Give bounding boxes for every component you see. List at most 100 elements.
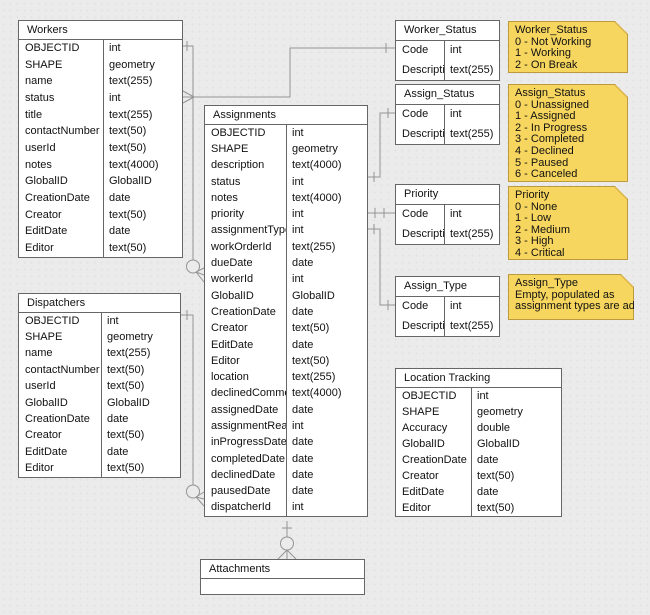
field-name: name: [25, 348, 53, 360]
field-type: int: [286, 418, 367, 435]
field-name: Code: [402, 45, 429, 57]
note-worker-status: Worker_Status 0 - Not Working 1 - Working…: [508, 21, 628, 73]
field-type: geometry: [471, 404, 561, 420]
field-name: description: [211, 160, 265, 172]
table-title: Assign_Type: [396, 277, 499, 297]
field-type: text(255): [444, 60, 499, 80]
field-row: EditDate date: [205, 336, 367, 354]
field-row: Description text(255): [396, 316, 499, 336]
note-title: Priority: [515, 189, 550, 201]
field-type: int: [101, 313, 180, 330]
field-type: int: [103, 90, 182, 107]
field-row: workOrderId text(255): [205, 239, 367, 256]
entity-table-attachments: Attachments: [200, 559, 365, 595]
note-line: 2 - Medium: [515, 223, 571, 236]
note-assign-status: Assign_Status 0 - Unassigned 1 - Assigned…: [508, 84, 628, 182]
field-type: date: [471, 484, 561, 500]
field-type: text(50): [101, 427, 180, 445]
table-title: Workers: [19, 21, 182, 40]
field-row: userId text(50): [19, 140, 182, 157]
field-row: OBJECTID int: [19, 40, 182, 57]
field-name: Editor: [211, 355, 240, 367]
note-line: 6 - Canceled: [515, 168, 578, 181]
field-type: geometry: [103, 56, 182, 74]
field-row: name text(255): [19, 345, 180, 363]
field-row: title text(255): [19, 106, 182, 124]
field-row: CreationDate date: [396, 452, 561, 468]
field-row: SHAPE geometry: [19, 329, 180, 346]
field-row: GlobalID GlobalID: [19, 394, 180, 412]
note-line: Empty, populated as: [515, 288, 615, 301]
field-row: CreationDate date: [19, 190, 182, 207]
field-name: status: [211, 176, 241, 188]
table-title: Location Tracking: [396, 369, 561, 388]
field-name: completedDate: [211, 453, 285, 465]
field-row: Creator text(50): [19, 206, 182, 224]
field-name: assignmentRead: [211, 420, 286, 432]
field-type: date: [286, 255, 367, 272]
field-type: date: [103, 223, 182, 241]
field-type: int: [444, 105, 499, 125]
field-type: date: [286, 450, 367, 468]
field-row: Editor text(50): [205, 353, 367, 370]
field-row: status int: [205, 173, 367, 191]
field-type: date: [103, 190, 182, 207]
field-type: text(50): [103, 240, 182, 257]
field-type: int: [286, 222, 367, 240]
field-name: assignedDate: [211, 404, 279, 416]
field-type: text(50): [103, 140, 182, 157]
field-name: SHAPE: [25, 332, 63, 344]
note-assign-type: Assign_Type Empty, populated as assignmen…: [508, 274, 634, 320]
field-row: description text(4000): [205, 157, 367, 174]
field-type: text(50): [103, 123, 182, 141]
field-row: dueDate date: [205, 255, 367, 272]
field-type: text(50): [286, 320, 367, 337]
field-row: Description text(255): [396, 124, 499, 144]
field-type: int: [286, 173, 367, 191]
field-name: Creator: [211, 323, 248, 335]
field-name: OBJECTID: [25, 315, 80, 327]
field-name: Creator: [25, 209, 62, 221]
note-line: 5 - Paused: [515, 156, 569, 169]
field-row: CreationDate date: [205, 304, 367, 321]
field-row: userId text(50): [19, 378, 180, 395]
field-row: GlobalID GlobalID: [19, 173, 182, 191]
field-name: OBJECTID: [402, 390, 457, 402]
field-name: Editor: [25, 243, 54, 255]
field-row: Description text(255): [396, 60, 499, 80]
field-name: title: [25, 109, 43, 121]
field-row: Code int: [396, 205, 499, 225]
field-name: name: [25, 76, 53, 88]
note-fold-icon: [614, 85, 627, 98]
field-row: Creator text(50): [19, 427, 180, 445]
field-row: declinedComment text(4000): [205, 385, 367, 403]
field-name: Description: [402, 320, 444, 332]
connector-assignments-assign-type: [368, 224, 395, 310]
field-row: completedDate date: [205, 450, 367, 468]
field-row: priority int: [205, 206, 367, 223]
field-type: text(4000): [286, 190, 367, 207]
field-type: date: [101, 411, 180, 428]
field-type: text(4000): [103, 156, 182, 174]
entity-table-location-tracking: Location Tracking OBJECTID int SHAPE geo…: [395, 368, 562, 517]
field-type: int: [286, 125, 367, 142]
field-row: Code int: [396, 105, 499, 125]
note-line: 4 - Declined: [515, 144, 574, 157]
field-row: workerId int: [205, 271, 367, 288]
field-row: OBJECTID int: [396, 388, 561, 404]
note-title: Worker_Status: [515, 24, 588, 36]
field-row: OBJECTID int: [205, 125, 367, 142]
entity-table-worker-status: Worker_Status Code int Description text(…: [395, 20, 500, 81]
field-row: Editor text(50): [19, 240, 182, 257]
entity-table-priority: Priority Code int Description text(255): [395, 184, 500, 245]
field-row: SHAPE geometry: [19, 56, 182, 74]
note-line: 0 - None: [515, 200, 558, 213]
field-type: text(50): [471, 500, 561, 516]
field-type: text(50): [471, 468, 561, 484]
field-row: Accuracy double: [396, 420, 561, 436]
connector-assignments-priority: [368, 208, 395, 218]
field-type: int: [286, 499, 367, 517]
field-name: EditDate: [25, 226, 68, 238]
field-row: EditDate date: [19, 444, 180, 461]
field-type: int: [444, 297, 499, 317]
